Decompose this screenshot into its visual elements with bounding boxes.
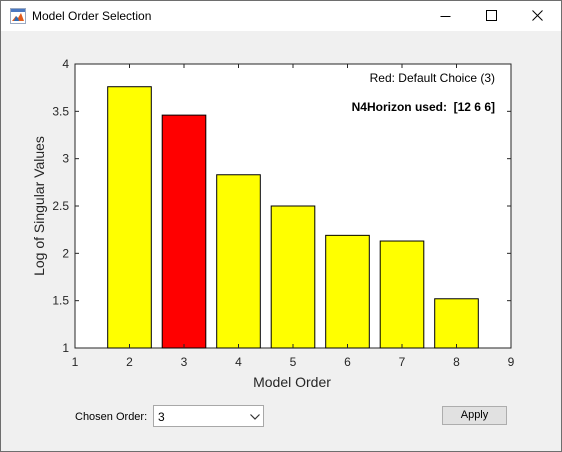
x-tick-label: 6 bbox=[344, 355, 351, 369]
y-tick-label: 3 bbox=[62, 152, 69, 166]
matlab-app-icon bbox=[10, 8, 26, 24]
bar-order-2 bbox=[107, 86, 152, 349]
x-axis-label: Model Order bbox=[253, 374, 331, 390]
apply-button[interactable]: Apply bbox=[442, 406, 507, 425]
n4horizon-annotation: N4Horizon used: [12 6 6] bbox=[352, 100, 495, 114]
default-choice-annotation: Red: Default Choice (3) bbox=[370, 71, 495, 85]
y-tick-label: 4 bbox=[62, 57, 69, 71]
bar-order-5 bbox=[270, 205, 316, 349]
singular-values-chart: 1 2 3 4 5 6 7 8 9 1 1.5 2 2.5 3 3.5 4 Model Order Log o… bbox=[1, 31, 561, 398]
bars-group bbox=[107, 86, 479, 349]
x-tick-label: 9 bbox=[508, 355, 515, 369]
y-tick-label: 3.5 bbox=[52, 104, 69, 118]
x-tick-label: 8 bbox=[453, 355, 460, 369]
maximize-icon bbox=[486, 10, 497, 21]
y-tick-label: 2 bbox=[62, 246, 69, 260]
axis-ticks-group bbox=[74, 63, 512, 349]
bar-order-3 bbox=[161, 114, 207, 349]
chosen-order-select[interactable]: 3 bbox=[153, 405, 264, 427]
chart-svg: 1 2 3 4 5 6 7 8 9 1 1.5 2 2.5 3 3.5 4 Model Order Log o… bbox=[31, 57, 515, 390]
maximize-button[interactable] bbox=[469, 1, 515, 31]
x-tick-label: 2 bbox=[126, 355, 133, 369]
minimize-button[interactable] bbox=[423, 1, 469, 31]
bar-order-7 bbox=[379, 240, 425, 349]
close-button[interactable] bbox=[515, 1, 561, 31]
chevron-down-icon bbox=[250, 414, 260, 420]
x-tick-label: 5 bbox=[290, 355, 297, 369]
y-tick-label: 1 bbox=[62, 341, 69, 355]
bar-order-8 bbox=[434, 298, 479, 349]
x-tick-label: 1 bbox=[72, 355, 79, 369]
y-tick-label: 1.5 bbox=[52, 294, 69, 308]
chosen-order-label: Chosen Order: bbox=[75, 411, 148, 423]
y-tick-label: 2.5 bbox=[52, 199, 69, 213]
x-tick-label: 3 bbox=[181, 355, 188, 369]
window-title: Model Order Selection bbox=[32, 9, 152, 23]
x-tick-label: 4 bbox=[235, 355, 242, 369]
bar-order-6 bbox=[325, 234, 370, 349]
minimize-icon bbox=[440, 16, 451, 17]
y-axis-label: Log of Singular Values bbox=[31, 136, 47, 276]
close-icon bbox=[532, 10, 543, 21]
tick-labels-group: 1 2 3 4 5 6 7 8 9 1 1.5 2 2.5 3 3.5 4 bbox=[52, 57, 514, 369]
chosen-order-value: 3 bbox=[158, 410, 165, 424]
bar-order-4 bbox=[216, 174, 261, 349]
title-bar: Model Order Selection bbox=[1, 1, 561, 31]
x-tick-label: 7 bbox=[399, 355, 406, 369]
